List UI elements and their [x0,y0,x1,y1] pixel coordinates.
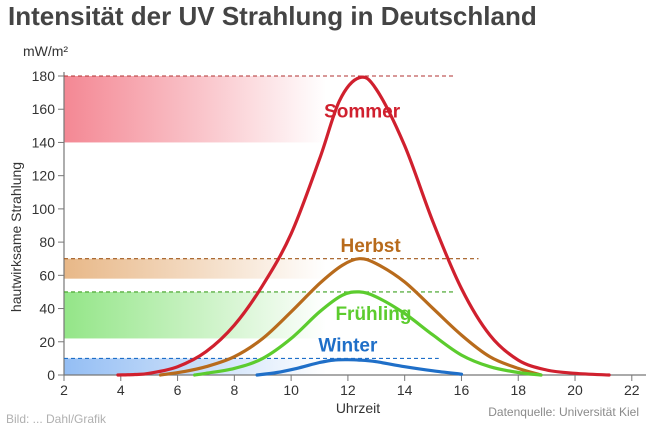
series-line-sommer [116,75,611,377]
x-tick-label: 16 [454,382,470,398]
series-label-fruhling: Frühling [335,304,411,325]
y-tick-label: 160 [32,101,56,117]
x-tick-label: 22 [624,382,640,398]
x-tick-label: 8 [230,382,238,398]
reference-lines-layer [64,75,479,359]
series-labels-layer: Sommer Herbst Frühling Winter [318,102,411,357]
series-lines-layer [116,75,611,377]
series-line-winter [255,358,464,377]
x-tick-label: 14 [397,382,413,398]
axes-layer: 0 20 40 60 80 100 120 140 160 180 2 4 6 8 10 12 14 16 18 20… [32,68,646,398]
x-tick-label: 20 [567,382,583,398]
y-tick-label: 0 [47,367,55,383]
series-line-herbst [158,257,543,377]
bands-layer [64,76,326,375]
x-axis-title: Uhrzeit [336,400,380,416]
x-tick-label: 18 [510,382,526,398]
x-tick-label: 2 [60,382,68,398]
series-label-herbst: Herbst [341,236,402,257]
y-tick-label: 60 [39,267,55,283]
x-tick-label: 6 [174,382,182,398]
image-credit: Bild: ... Dahl/Grafik [6,412,107,426]
y-tick-label: 20 [39,334,55,350]
x-tick-label: 12 [340,382,356,398]
y-tick-label: 100 [32,201,56,217]
series-line-fruhling [193,290,543,377]
x-tick-label: 10 [283,382,299,398]
y-unit-label: mW/m² [23,43,68,59]
data-source-credit: Datenquelle: Universität Kiel [488,405,639,419]
y-tick-label: 80 [39,234,55,250]
chart-title: Intensität der UV Strahlung in Deutschla… [8,1,537,31]
y-tick-label: 140 [32,134,56,150]
series-label-sommer: Sommer [324,102,401,123]
y-tick-label: 120 [32,168,56,184]
y-axis-title: hautwirksame Strahlung [8,162,24,312]
band-herbst [64,258,326,279]
series-label-winter: Winter [318,336,378,357]
y-tick-label: 40 [39,301,55,317]
band-fruhling [64,291,326,339]
y-tick-label: 180 [32,68,56,84]
band-winter [64,358,326,375]
x-tick-label: 4 [117,382,125,398]
band-sommer [64,76,326,143]
